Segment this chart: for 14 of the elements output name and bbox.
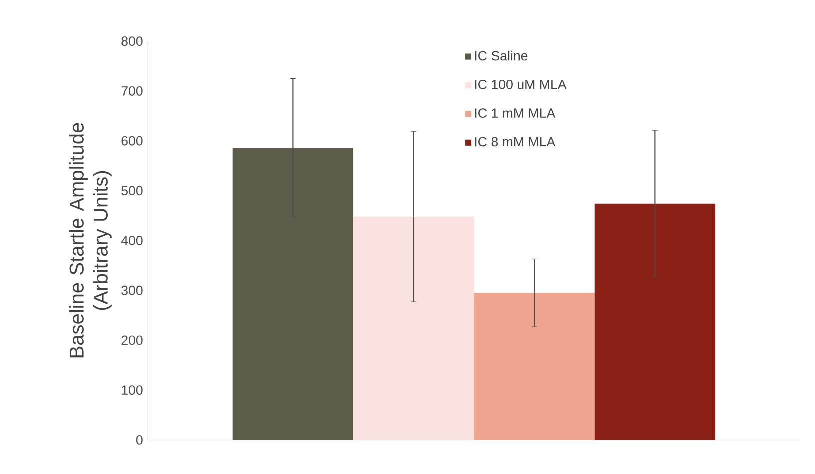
legend-label: IC 100 uM MLA <box>475 80 567 90</box>
legend-label: IC Saline <box>475 51 528 61</box>
y-tick-label: 0 <box>136 436 143 446</box>
legend-label: IC 8 mM MLA <box>475 137 556 147</box>
y-tick-label: 200 <box>122 336 143 346</box>
y-tick-label: 800 <box>122 36 143 46</box>
y-tick-label: 700 <box>122 86 143 96</box>
y-axis-title: Baseline Startle Amplitude (Arbitrary Units) <box>69 123 112 358</box>
legend-label: IC 1 mM MLA <box>475 108 556 118</box>
y-tick-label: 500 <box>122 186 143 196</box>
y-tick-label: 400 <box>121 236 143 246</box>
y-tick-label: 100 <box>122 386 143 396</box>
y-tick-label: 600 <box>122 136 143 146</box>
y-tick-label: 300 <box>122 286 143 296</box>
